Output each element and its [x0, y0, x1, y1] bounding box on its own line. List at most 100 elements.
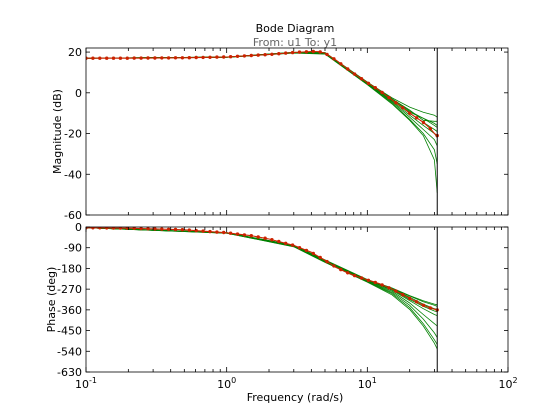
magnitude-nominal-point: [166, 56, 171, 60]
phase-nominal-point: [408, 296, 412, 301]
phase-nominal-point: [284, 241, 288, 245]
phase-nominal-point: [86, 227, 88, 230]
magnitude-nominal-point: [373, 86, 377, 90]
phase-nominal-point: [228, 231, 233, 235]
phase-uncertain-line-6: [86, 227, 438, 338]
magnitude-nominal-point: [235, 54, 240, 58]
phase-nominal-point: [222, 230, 226, 235]
magnitude-nominal-point: [111, 56, 116, 60]
x-tick-label: 10-1: [75, 376, 97, 391]
magnitude-nominal-point: [91, 56, 95, 60]
magnitude-uncertain-line-6: [86, 52, 438, 146]
magnitude-y-tick-label: -60: [64, 209, 82, 222]
magnitude-nominal-point: [277, 52, 281, 56]
magnitude-nominal-point: [105, 56, 109, 60]
magnitude-nominal-point: [242, 54, 247, 58]
magnitude-y-axis-label: Magnitude (dB): [51, 89, 64, 174]
phase-nominal-point: [339, 267, 343, 272]
magnitude-nominal-point: [428, 126, 432, 131]
magnitude-nominal-point: [222, 55, 226, 59]
phase-y-axis-label: Phase (deg): [45, 267, 58, 333]
phase-nominal-point: [194, 228, 198, 233]
magnitude-nominal-point: [380, 90, 384, 95]
magnitude-axes-frame: [85, 47, 509, 216]
magnitude-nominal-point: [290, 50, 295, 55]
phase-nominal-line: [86, 227, 438, 311]
magnitude-nominal-point: [208, 55, 212, 59]
magnitude-nominal-point: [270, 52, 274, 56]
phase-nominal-point: [414, 300, 419, 304]
phase-nominal-point: [242, 233, 247, 237]
x-tick-label: 101: [358, 376, 377, 391]
phase-nominal-point: [180, 228, 185, 232]
magnitude-nominal-point: [332, 57, 336, 61]
phase-nominal-point: [201, 229, 205, 233]
magnitude-nominal-point: [387, 95, 391, 100]
phase-nominal-point: [208, 229, 212, 234]
phase-nominal-point: [118, 227, 123, 230]
magnitude-nominal-point: [194, 55, 198, 60]
x-tick-label: 102: [498, 376, 517, 391]
magnitude-uncertain-line-5: [86, 52, 438, 132]
magnitude-uncertain-line-1: [86, 52, 438, 118]
magnitude-nominal-point: [98, 56, 102, 60]
phase-y-tick-label: -450: [57, 325, 82, 338]
magnitude-nominal-point: [86, 56, 88, 60]
magnitude-nominal-point: [153, 56, 157, 60]
phase-nominal-point: [105, 227, 109, 230]
x-axis-label: Frequency (rad/s): [247, 391, 344, 404]
magnitude-nominal-point: [421, 120, 426, 125]
phase-nominal-point: [304, 248, 309, 253]
magnitude-nominal-point: [408, 111, 412, 115]
magnitude-nominal-point: [125, 56, 129, 60]
phase-nominal-point: [332, 264, 336, 268]
magnitude-nominal-point: [311, 49, 315, 54]
phase-nominal-point: [352, 273, 357, 278]
phase-nominal-point: [173, 227, 178, 232]
phase-nominal-point: [139, 227, 143, 231]
magnitude-nominal-point: [339, 62, 343, 66]
phase-nominal-point: [153, 227, 157, 231]
phase-plot-area: [86, 227, 439, 350]
plot-panels: 20 0 -20 -40 -60 Magnitude (dB) 0 -90 -180 -270 -3…: [45, 46, 518, 391]
magnitude-nominal-point: [297, 50, 302, 54]
magnitude-nominal-point: [139, 56, 143, 60]
phase-nominal-point: [187, 228, 191, 232]
magnitude-nominal-point: [249, 53, 253, 58]
phase-nominal-point: [401, 293, 405, 297]
magnitude-nominal-point: [352, 72, 357, 76]
magnitude-nominal-point: [215, 55, 219, 59]
phase-nominal-point: [318, 255, 322, 260]
magnitude-nominal-point: [187, 56, 191, 60]
phase-y-tick-label: -630: [57, 366, 82, 379]
magnitude-nominal-point: [394, 101, 398, 105]
phase-uncertain-line-8: [86, 227, 438, 306]
phase-nominal-point: [270, 238, 274, 242]
magnitude-nominal-point: [118, 56, 123, 60]
phase-nominal-point: [98, 227, 102, 230]
magnitude-nominal-point: [284, 51, 288, 55]
phase-y-tick-label: -540: [57, 345, 82, 358]
phase-nominal-point: [132, 227, 136, 230]
phase-nominal-point: [256, 235, 260, 239]
magnitude-nominal-point: [146, 56, 150, 60]
magnitude-nominal-point: [228, 55, 233, 59]
phase-nominal-point: [111, 227, 116, 230]
phase-nominal-point: [373, 280, 377, 285]
magnitude-uncertain-line-7: [86, 52, 438, 165]
magnitude-nominal-point: [304, 50, 309, 54]
phase-nominal-point: [311, 251, 315, 256]
chart-subtitle: From: u1 To: y1: [253, 36, 337, 49]
panel-magnitude: 20 0 -20 -40 -60 Magnitude (dB): [51, 46, 509, 222]
magnitude-uncertain-line-9: [86, 52, 438, 193]
magnitude-uncertain-line-8: [86, 51, 438, 128]
phase-nominal-point: [290, 243, 295, 247]
magnitude-nominal-point: [414, 116, 419, 120]
magnitude-uncertain-line-2: [86, 52, 438, 126]
phase-nominal-point: [235, 232, 240, 236]
phase-y-tick-label: -180: [57, 262, 82, 275]
magnitude-nominal-point: [201, 55, 205, 60]
magnitude-plot-area: [86, 49, 439, 193]
magnitude-nominal-point: [132, 56, 136, 60]
